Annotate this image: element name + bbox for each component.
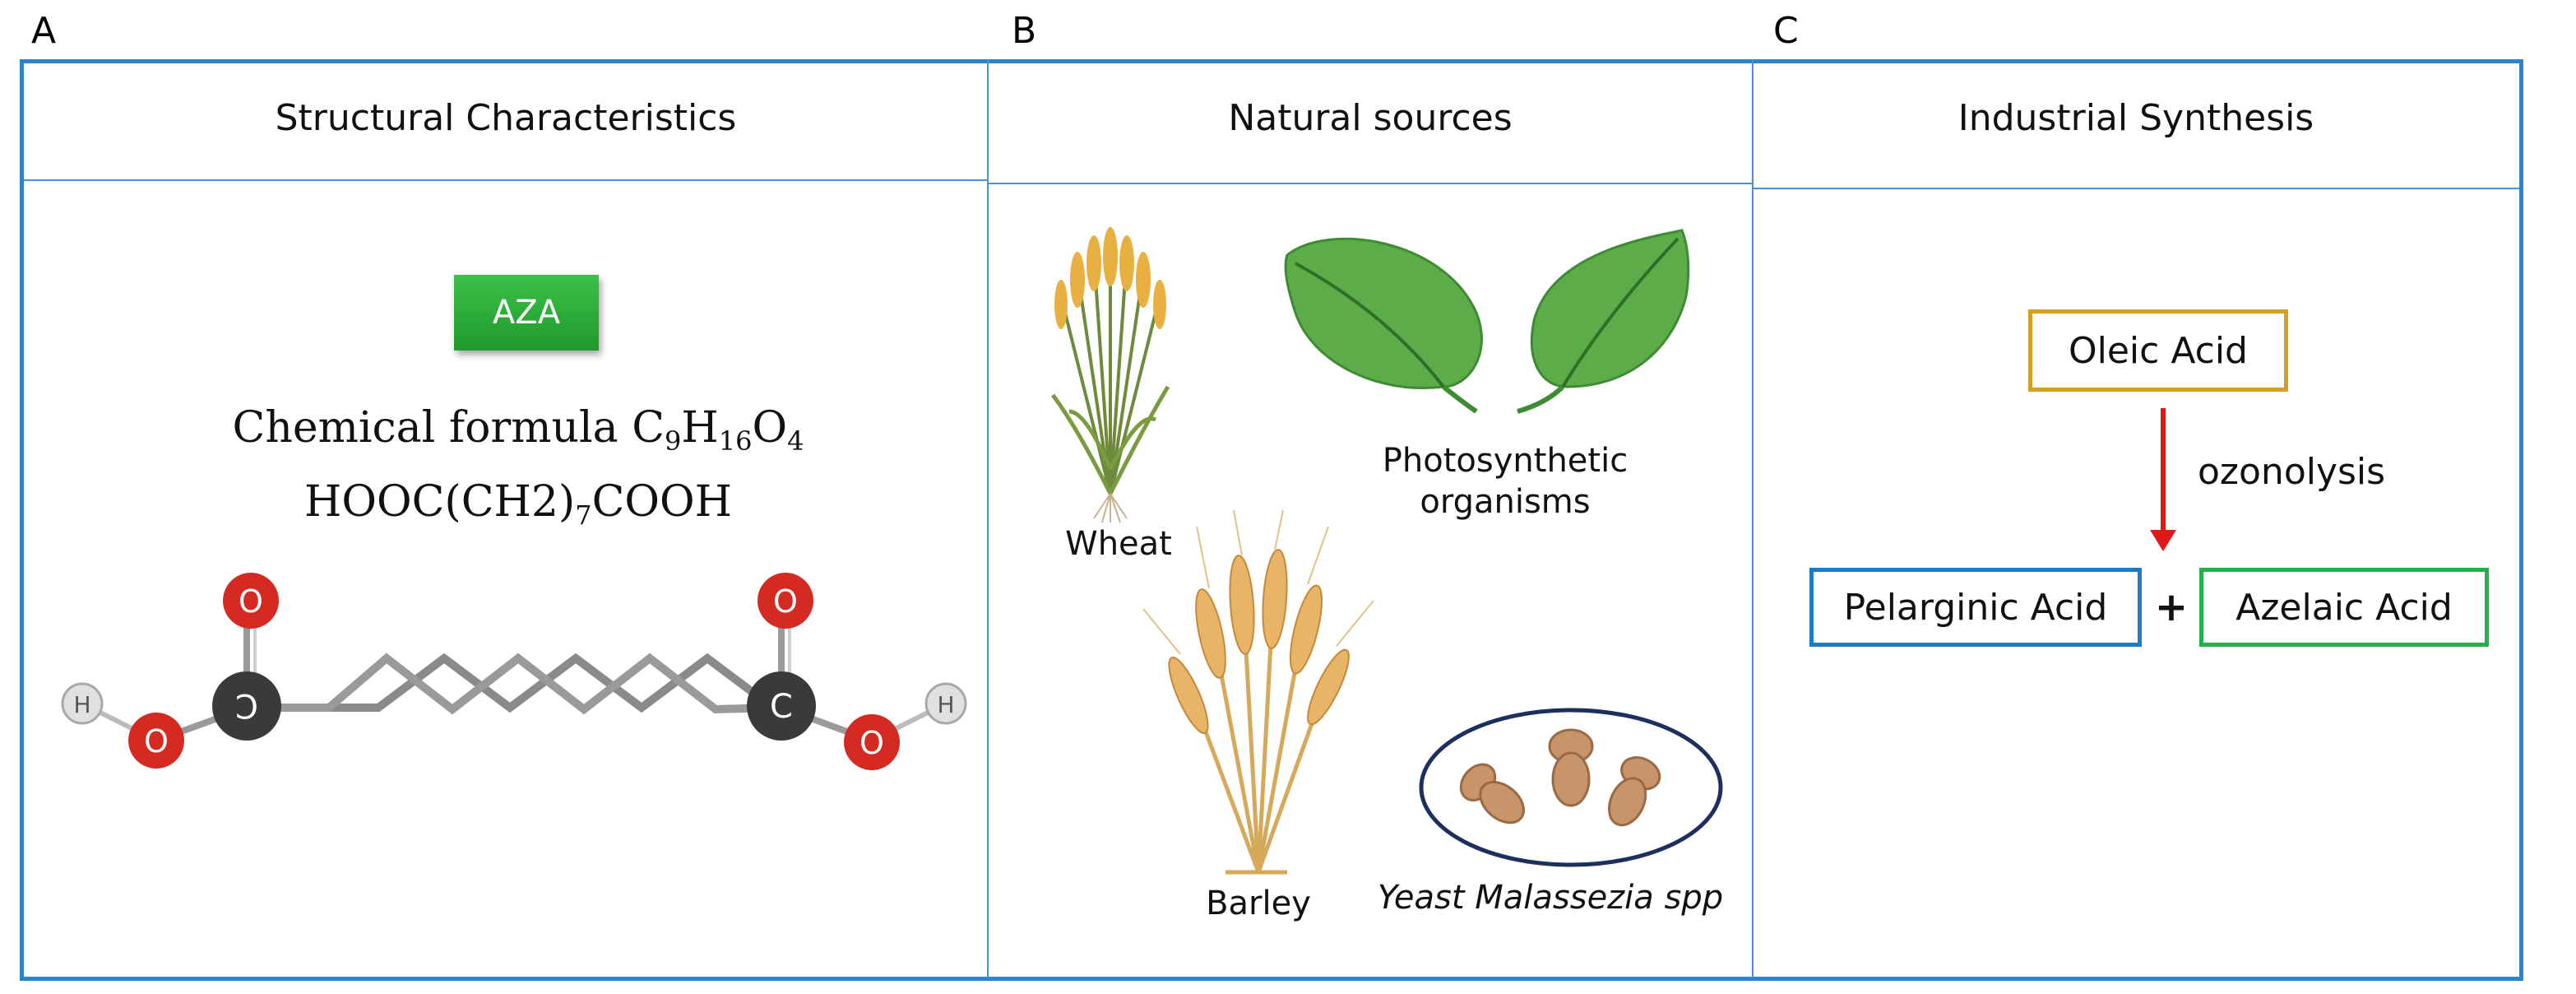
header-industrial-synthesis: Industrial Synthesis — [1957, 97, 2314, 139]
yeast-cells — [1459, 728, 1661, 827]
oleic-acid-box: Oleic Acid — [2028, 309, 2288, 392]
oxygen-atom-left-hydroxyl: O — [128, 713, 184, 769]
carbon-label-left: C — [235, 686, 258, 724]
condensed-formula: HOOC(CH2)7COOH — [66, 477, 971, 531]
photosynthetic-label-line-2: organisms — [1420, 483, 1591, 521]
ozonolysis-arrow — [2150, 408, 2176, 551]
formula-h: H — [681, 403, 719, 453]
leaves-illustration — [1284, 229, 1690, 414]
wheat-illustration — [1050, 227, 1170, 523]
chemical-formula: Chemical formula C9H16O4 — [66, 403, 971, 457]
barley-label: Barley — [1206, 885, 1311, 922]
oxygen-atom-left-carbonyl: O — [223, 573, 279, 629]
panel-letter-a: A — [31, 10, 57, 52]
column-divider-1 — [987, 59, 989, 978]
header-natural-sources: Natural sources — [1228, 97, 1513, 139]
photosynthetic-label-line-1: Photosynthetic — [1382, 442, 1629, 480]
leaf-left — [1284, 237, 1483, 414]
arrow-head — [2150, 530, 2176, 551]
oxygen-atom-right-hydroxyl: O — [844, 714, 900, 770]
figure-frame — [20, 59, 2523, 981]
photosynthetic-label: Photosynthetic organisms — [1341, 440, 1670, 523]
oxygen-label-left-carbonyl: O — [239, 583, 263, 620]
header-divider-b — [988, 183, 1753, 184]
condensed-count: 7 — [575, 499, 592, 531]
condensed-part-a: HOOC(CH2) — [304, 477, 576, 527]
header-divider-c — [1753, 188, 2519, 189]
carbon-atom-right: C — [747, 671, 816, 741]
hydrogen-label-right: H — [937, 691, 954, 718]
formula-o-count: 4 — [787, 425, 804, 457]
pelarginic-acid-box: Pelarginic Acid — [1809, 568, 2142, 647]
oxygen-label-left-hydroxyl: O — [144, 723, 169, 759]
hydrogen-atom-left: H — [61, 682, 104, 725]
barley-illustration — [1142, 510, 1374, 875]
header-divider-a — [24, 179, 988, 181]
aza-badge: AZA — [454, 275, 599, 351]
panel-letter-c: C — [1773, 10, 1799, 52]
yeast-illustration — [1419, 708, 1723, 867]
leaf-right — [1517, 229, 1690, 414]
formula-prefix: Chemical formula — [232, 403, 632, 453]
condensed-part-b: COOH — [591, 477, 732, 527]
azelaic-acid-box: Azelaic Acid — [2199, 568, 2489, 647]
yeast-label: Yeast Malassezia spp — [1377, 879, 1724, 917]
hydrogen-label-left: H — [73, 691, 90, 718]
molecule-model: H O O C C O O H — [61, 573, 967, 770]
carbon-atom-left: C — [212, 671, 281, 741]
panel-letter-b: B — [1012, 10, 1037, 52]
carbon-chain — [247, 653, 776, 713]
formula-c: C — [632, 403, 665, 453]
column-divider-2 — [1752, 59, 1754, 978]
carbon-chain-zigzag — [243, 653, 777, 715]
header-structural-characteristics: Structural Characteristics — [275, 97, 737, 139]
ozonolysis-label: ozonolysis — [2198, 451, 2386, 493]
formula-o: O — [752, 403, 788, 453]
oxygen-label-right-carbonyl: O — [773, 583, 798, 620]
oxygen-atom-right-carbonyl: O — [758, 573, 813, 629]
formula-h-count: 16 — [718, 425, 753, 457]
wheat-label: Wheat — [1065, 525, 1172, 563]
carbon-label-right: C — [770, 688, 793, 726]
plus-sign: + — [2154, 584, 2189, 630]
oxygen-label-right-hydroxyl: O — [859, 725, 884, 761]
formula-c-count: 9 — [665, 425, 682, 457]
hydrogen-atom-right: H — [924, 682, 967, 725]
